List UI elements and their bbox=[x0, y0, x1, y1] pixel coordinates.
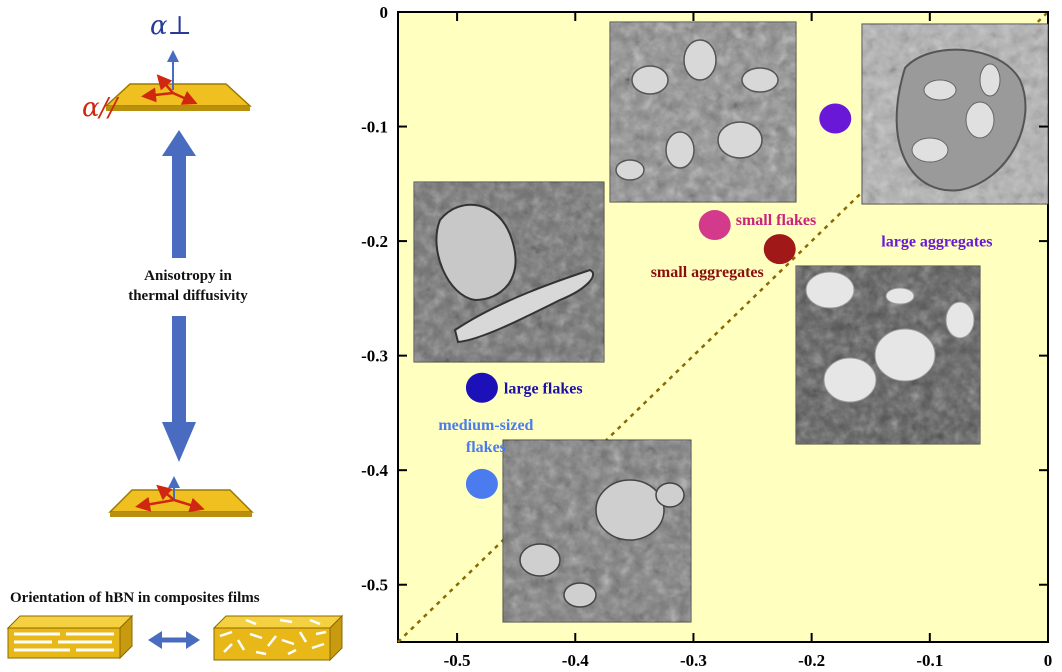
anisotropy-double-arrow bbox=[112, 130, 262, 462]
anisotropy-label-line2: thermal diffusivity bbox=[128, 288, 248, 304]
orientation-double-arrow-icon bbox=[148, 631, 200, 649]
data-point bbox=[698, 210, 731, 241]
data-point-label: large flakes bbox=[504, 381, 583, 398]
diagonal-reference-line bbox=[397, 11, 1049, 643]
x-tick-label: -0.2 bbox=[798, 651, 825, 670]
bottom-plate-icon bbox=[108, 476, 254, 517]
y-tick-label: 0 bbox=[380, 3, 389, 22]
y-tick-label: -0.5 bbox=[361, 576, 388, 595]
x-tick-label: -0.4 bbox=[562, 651, 589, 670]
sem-image-small-flakes bbox=[609, 21, 797, 203]
axis-ticks: -0.5 -0.4 -0.3 -0.2 -0.1 0 -0.5 -0.4 -0.3 -0.2 -0.… bbox=[361, 3, 1052, 670]
y-tick-label: -0.3 bbox=[361, 347, 388, 366]
data-point-label: small flakes bbox=[736, 212, 816, 229]
sem-image-large-flakes bbox=[413, 181, 605, 363]
x-tick-label: 0 bbox=[1044, 651, 1053, 670]
x-tick-label: -0.3 bbox=[680, 651, 707, 670]
y-tick-label: -0.1 bbox=[361, 118, 388, 137]
alpha-perp-label: α⊥ bbox=[150, 11, 192, 41]
y-tick-label: -0.2 bbox=[361, 232, 388, 251]
alpha-parallel-label: α// bbox=[82, 93, 119, 123]
data-point-label: medium-sized bbox=[438, 417, 533, 434]
data-point bbox=[819, 103, 852, 134]
data-point-label: large aggregates bbox=[881, 234, 992, 251]
anisotropy-schematic: α⊥ α// Anisotropy in thermal diffusivity… bbox=[6, 11, 344, 662]
data-point bbox=[465, 468, 498, 499]
sem-image-medium-flakes bbox=[502, 439, 692, 623]
x-tick-label: -0.5 bbox=[444, 651, 471, 670]
sem-image-large-aggregates bbox=[861, 23, 1049, 205]
y-tick-label: -0.4 bbox=[361, 461, 388, 480]
x-tick-label: -0.1 bbox=[916, 651, 943, 670]
data-point-label: flakes bbox=[466, 439, 506, 456]
aligned-film-icon bbox=[6, 614, 134, 660]
random-film-icon bbox=[212, 614, 344, 662]
anisotropy-label-line1: Anisotropy in bbox=[144, 268, 232, 284]
data-point-label: small aggregates bbox=[651, 264, 764, 281]
data-point bbox=[763, 234, 796, 265]
data-point bbox=[465, 372, 498, 403]
top-plate-icon bbox=[104, 50, 252, 111]
data-points: large aggregates small flakes small aggreg… bbox=[438, 103, 992, 499]
orientation-label: Orientation of hBN in composites films bbox=[10, 590, 260, 606]
sem-image-small-aggregates bbox=[795, 265, 981, 445]
